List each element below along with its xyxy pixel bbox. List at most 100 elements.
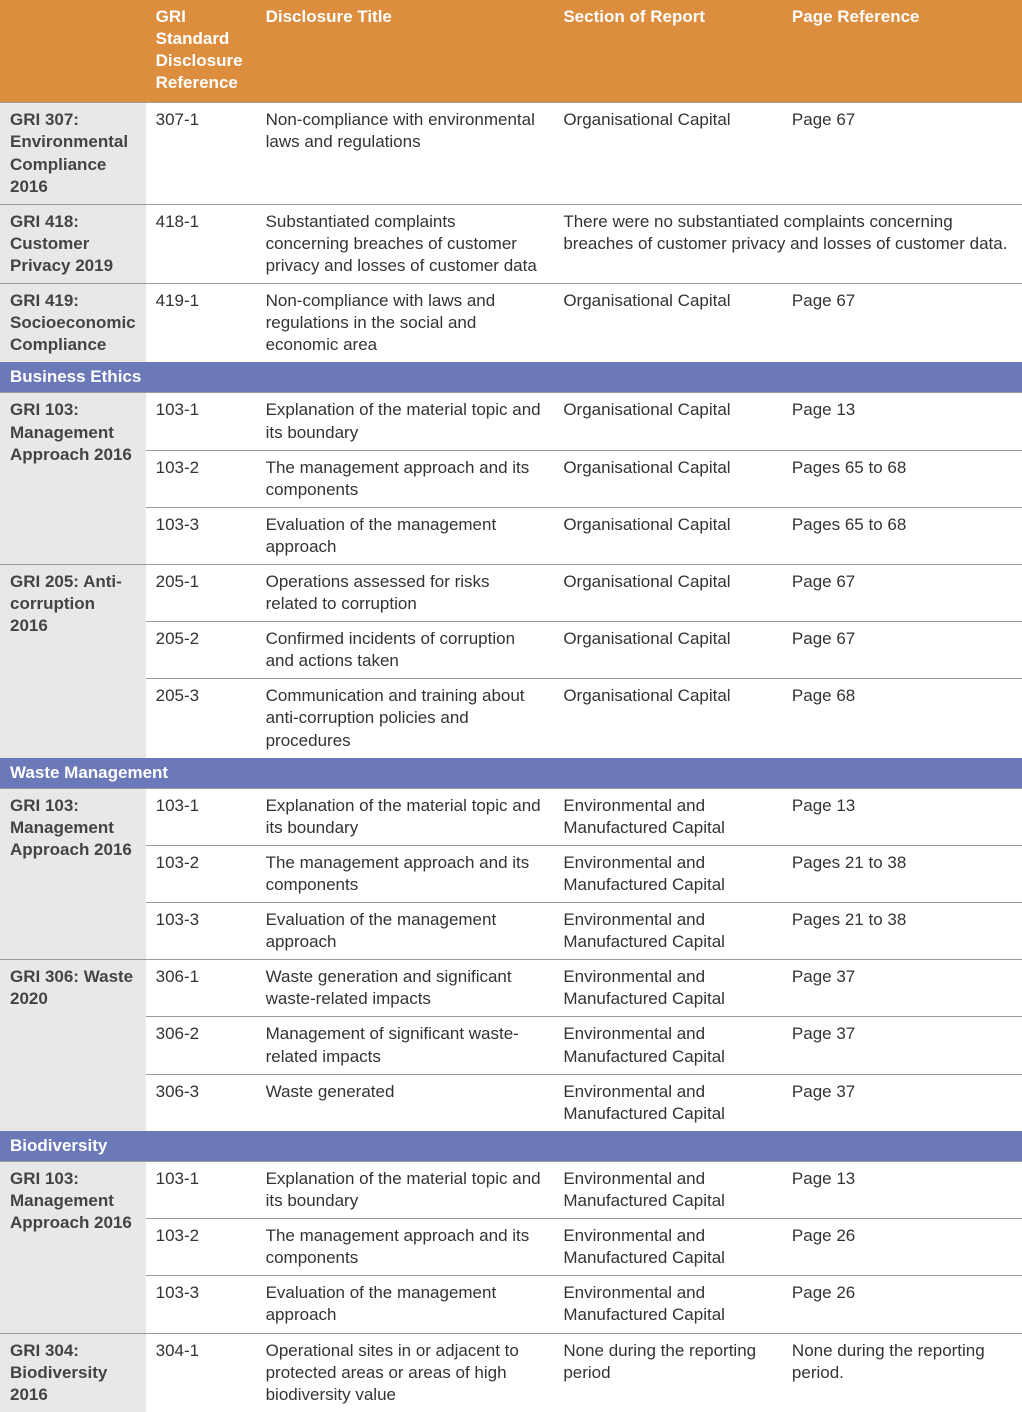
page-reference-cell: Pages 21 to 38 (782, 903, 1022, 960)
disclosure-title-cell: Evaluation of the management approach (256, 507, 554, 564)
reference-cell: 103-2 (146, 845, 256, 902)
table-row: 103-2The management approach and its com… (0, 845, 1022, 902)
section-label: Business Ethics (0, 362, 1022, 393)
section-cell: Organisational Capital (553, 679, 782, 758)
header-page: Page Reference (782, 0, 1022, 103)
page-reference-cell: Page 37 (782, 1017, 1022, 1074)
reference-cell: 205-3 (146, 679, 256, 758)
page-reference-cell: Page 67 (782, 622, 1022, 679)
table-row: GRI 103: Management Approach 2016103-1Ex… (0, 788, 1022, 845)
table-row: 306-2Management of significant waste-rel… (0, 1017, 1022, 1074)
reference-cell: 205-1 (146, 564, 256, 621)
disclosure-title-cell: Evaluation of the management approach (256, 903, 554, 960)
standard-cell: GRI 419: Socioeconomic Compliance (0, 284, 146, 363)
section-cell: Environmental and Manufactured Capital (553, 903, 782, 960)
section-cell: Environmental and Manufactured Capital (553, 1074, 782, 1131)
table-row: 205-3Communication and training about an… (0, 679, 1022, 758)
page-reference-cell: Page 13 (782, 1161, 1022, 1218)
disclosure-title-cell: Explanation of the material topic and it… (256, 1161, 554, 1218)
page-reference-cell: None during the reporting period. (782, 1333, 1022, 1412)
section-page-merged-cell: There were no substantiated complaints c… (553, 204, 1022, 283)
section-cell: Organisational Capital (553, 284, 782, 363)
page-reference-cell: Page 67 (782, 103, 1022, 204)
section-cell: Organisational Capital (553, 564, 782, 621)
header-section: Section of Report (553, 0, 782, 103)
disclosure-title-cell: Confirmed incidents of corruption and ac… (256, 622, 554, 679)
reference-cell: 103-3 (146, 1276, 256, 1333)
reference-cell: 103-2 (146, 450, 256, 507)
table-header-row: GRI Standard Disclosure ReferenceDisclos… (0, 0, 1022, 103)
page-reference-cell: Pages 65 to 68 (782, 450, 1022, 507)
disclosure-title-cell: Operational sites in or adjacent to prot… (256, 1333, 554, 1412)
page-reference-cell: Page 37 (782, 1074, 1022, 1131)
disclosure-title-cell: Explanation of the material topic and it… (256, 393, 554, 450)
reference-cell: 103-1 (146, 1161, 256, 1218)
section-cell: Environmental and Manufactured Capital (553, 1161, 782, 1218)
disclosure-title-cell: Waste generation and significant waste-r… (256, 960, 554, 1017)
reference-cell: 418-1 (146, 204, 256, 283)
reference-cell: 307-1 (146, 103, 256, 204)
standard-cell: GRI 205: Anti-corruption 2016 (0, 564, 146, 757)
section-label: Biodiversity (0, 1131, 1022, 1162)
section-cell: Environmental and Manufactured Capital (553, 788, 782, 845)
disclosure-title-cell: Communication and training about anti-co… (256, 679, 554, 758)
section-cell: Environmental and Manufactured Capital (553, 960, 782, 1017)
section-cell: Environmental and Manufactured Capital (553, 1276, 782, 1333)
section-row: Biodiversity (0, 1131, 1022, 1162)
reference-cell: 103-2 (146, 1219, 256, 1276)
section-row: Business Ethics (0, 362, 1022, 393)
table-row: 103-3Evaluation of the management approa… (0, 903, 1022, 960)
section-cell: Organisational Capital (553, 103, 782, 204)
table-row: GRI 419: Socioeconomic Compliance419-1No… (0, 284, 1022, 363)
disclosure-title-cell: Explanation of the material topic and it… (256, 788, 554, 845)
table-row: GRI 307: Environmental Compliance 201630… (0, 103, 1022, 204)
standard-cell: GRI 103: Management Approach 2016 (0, 1161, 146, 1333)
gri-index-table: GRI Standard Disclosure ReferenceDisclos… (0, 0, 1022, 1412)
table-row: 103-2The management approach and its com… (0, 1219, 1022, 1276)
reference-cell: 306-1 (146, 960, 256, 1017)
table-row: GRI 103: Management Approach 2016103-1Ex… (0, 393, 1022, 450)
page-reference-cell: Page 67 (782, 564, 1022, 621)
section-cell: Environmental and Manufactured Capital (553, 1219, 782, 1276)
disclosure-title-cell: The management approach and its componen… (256, 1219, 554, 1276)
table-row: GRI 306: Waste 2020306-1Waste generation… (0, 960, 1022, 1017)
table-row: GRI 418: Customer Privacy 2019418-1Subst… (0, 204, 1022, 283)
standard-cell: GRI 103: Management Approach 2016 (0, 788, 146, 960)
reference-cell: 103-1 (146, 393, 256, 450)
reference-cell: 205-2 (146, 622, 256, 679)
section-row: Waste Management (0, 758, 1022, 789)
disclosure-title-cell: Non-compliance with laws and regulations… (256, 284, 554, 363)
standard-cell: GRI 103: Management Approach 2016 (0, 393, 146, 565)
section-cell: Organisational Capital (553, 507, 782, 564)
standard-cell: GRI 306: Waste 2020 (0, 960, 146, 1131)
reference-cell: 103-3 (146, 507, 256, 564)
section-label: Waste Management (0, 758, 1022, 789)
disclosure-title-cell: The management approach and its componen… (256, 450, 554, 507)
section-cell: None during the reporting period (553, 1333, 782, 1412)
page-reference-cell: Pages 65 to 68 (782, 507, 1022, 564)
section-cell: Environmental and Manufactured Capital (553, 845, 782, 902)
table-row: 103-2The management approach and its com… (0, 450, 1022, 507)
reference-cell: 306-3 (146, 1074, 256, 1131)
disclosure-title-cell: Waste generated (256, 1074, 554, 1131)
disclosure-title-cell: Operations assessed for risks related to… (256, 564, 554, 621)
reference-cell: 304-1 (146, 1333, 256, 1412)
standard-cell: GRI 418: Customer Privacy 2019 (0, 204, 146, 283)
header-std (0, 0, 146, 103)
table-row: GRI 103: Management Approach 2016103-1Ex… (0, 1161, 1022, 1218)
section-cell: Organisational Capital (553, 393, 782, 450)
page-reference-cell: Page 37 (782, 960, 1022, 1017)
section-cell: Organisational Capital (553, 622, 782, 679)
disclosure-title-cell: Management of significant waste-related … (256, 1017, 554, 1074)
disclosure-title-cell: The management approach and its componen… (256, 845, 554, 902)
page-reference-cell: Page 67 (782, 284, 1022, 363)
disclosure-title-cell: Substantiated complaints concerning brea… (256, 204, 554, 283)
page-reference-cell: Page 68 (782, 679, 1022, 758)
disclosure-title-cell: Evaluation of the management approach (256, 1276, 554, 1333)
standard-cell: GRI 307: Environmental Compliance 2016 (0, 103, 146, 204)
standard-cell: GRI 304: Biodiversity 2016 (0, 1333, 146, 1412)
page-reference-cell: Page 26 (782, 1219, 1022, 1276)
page-reference-cell: Pages 21 to 38 (782, 845, 1022, 902)
section-cell: Environmental and Manufactured Capital (553, 1017, 782, 1074)
table-row: GRI 205: Anti-corruption 2016205-1Operat… (0, 564, 1022, 621)
